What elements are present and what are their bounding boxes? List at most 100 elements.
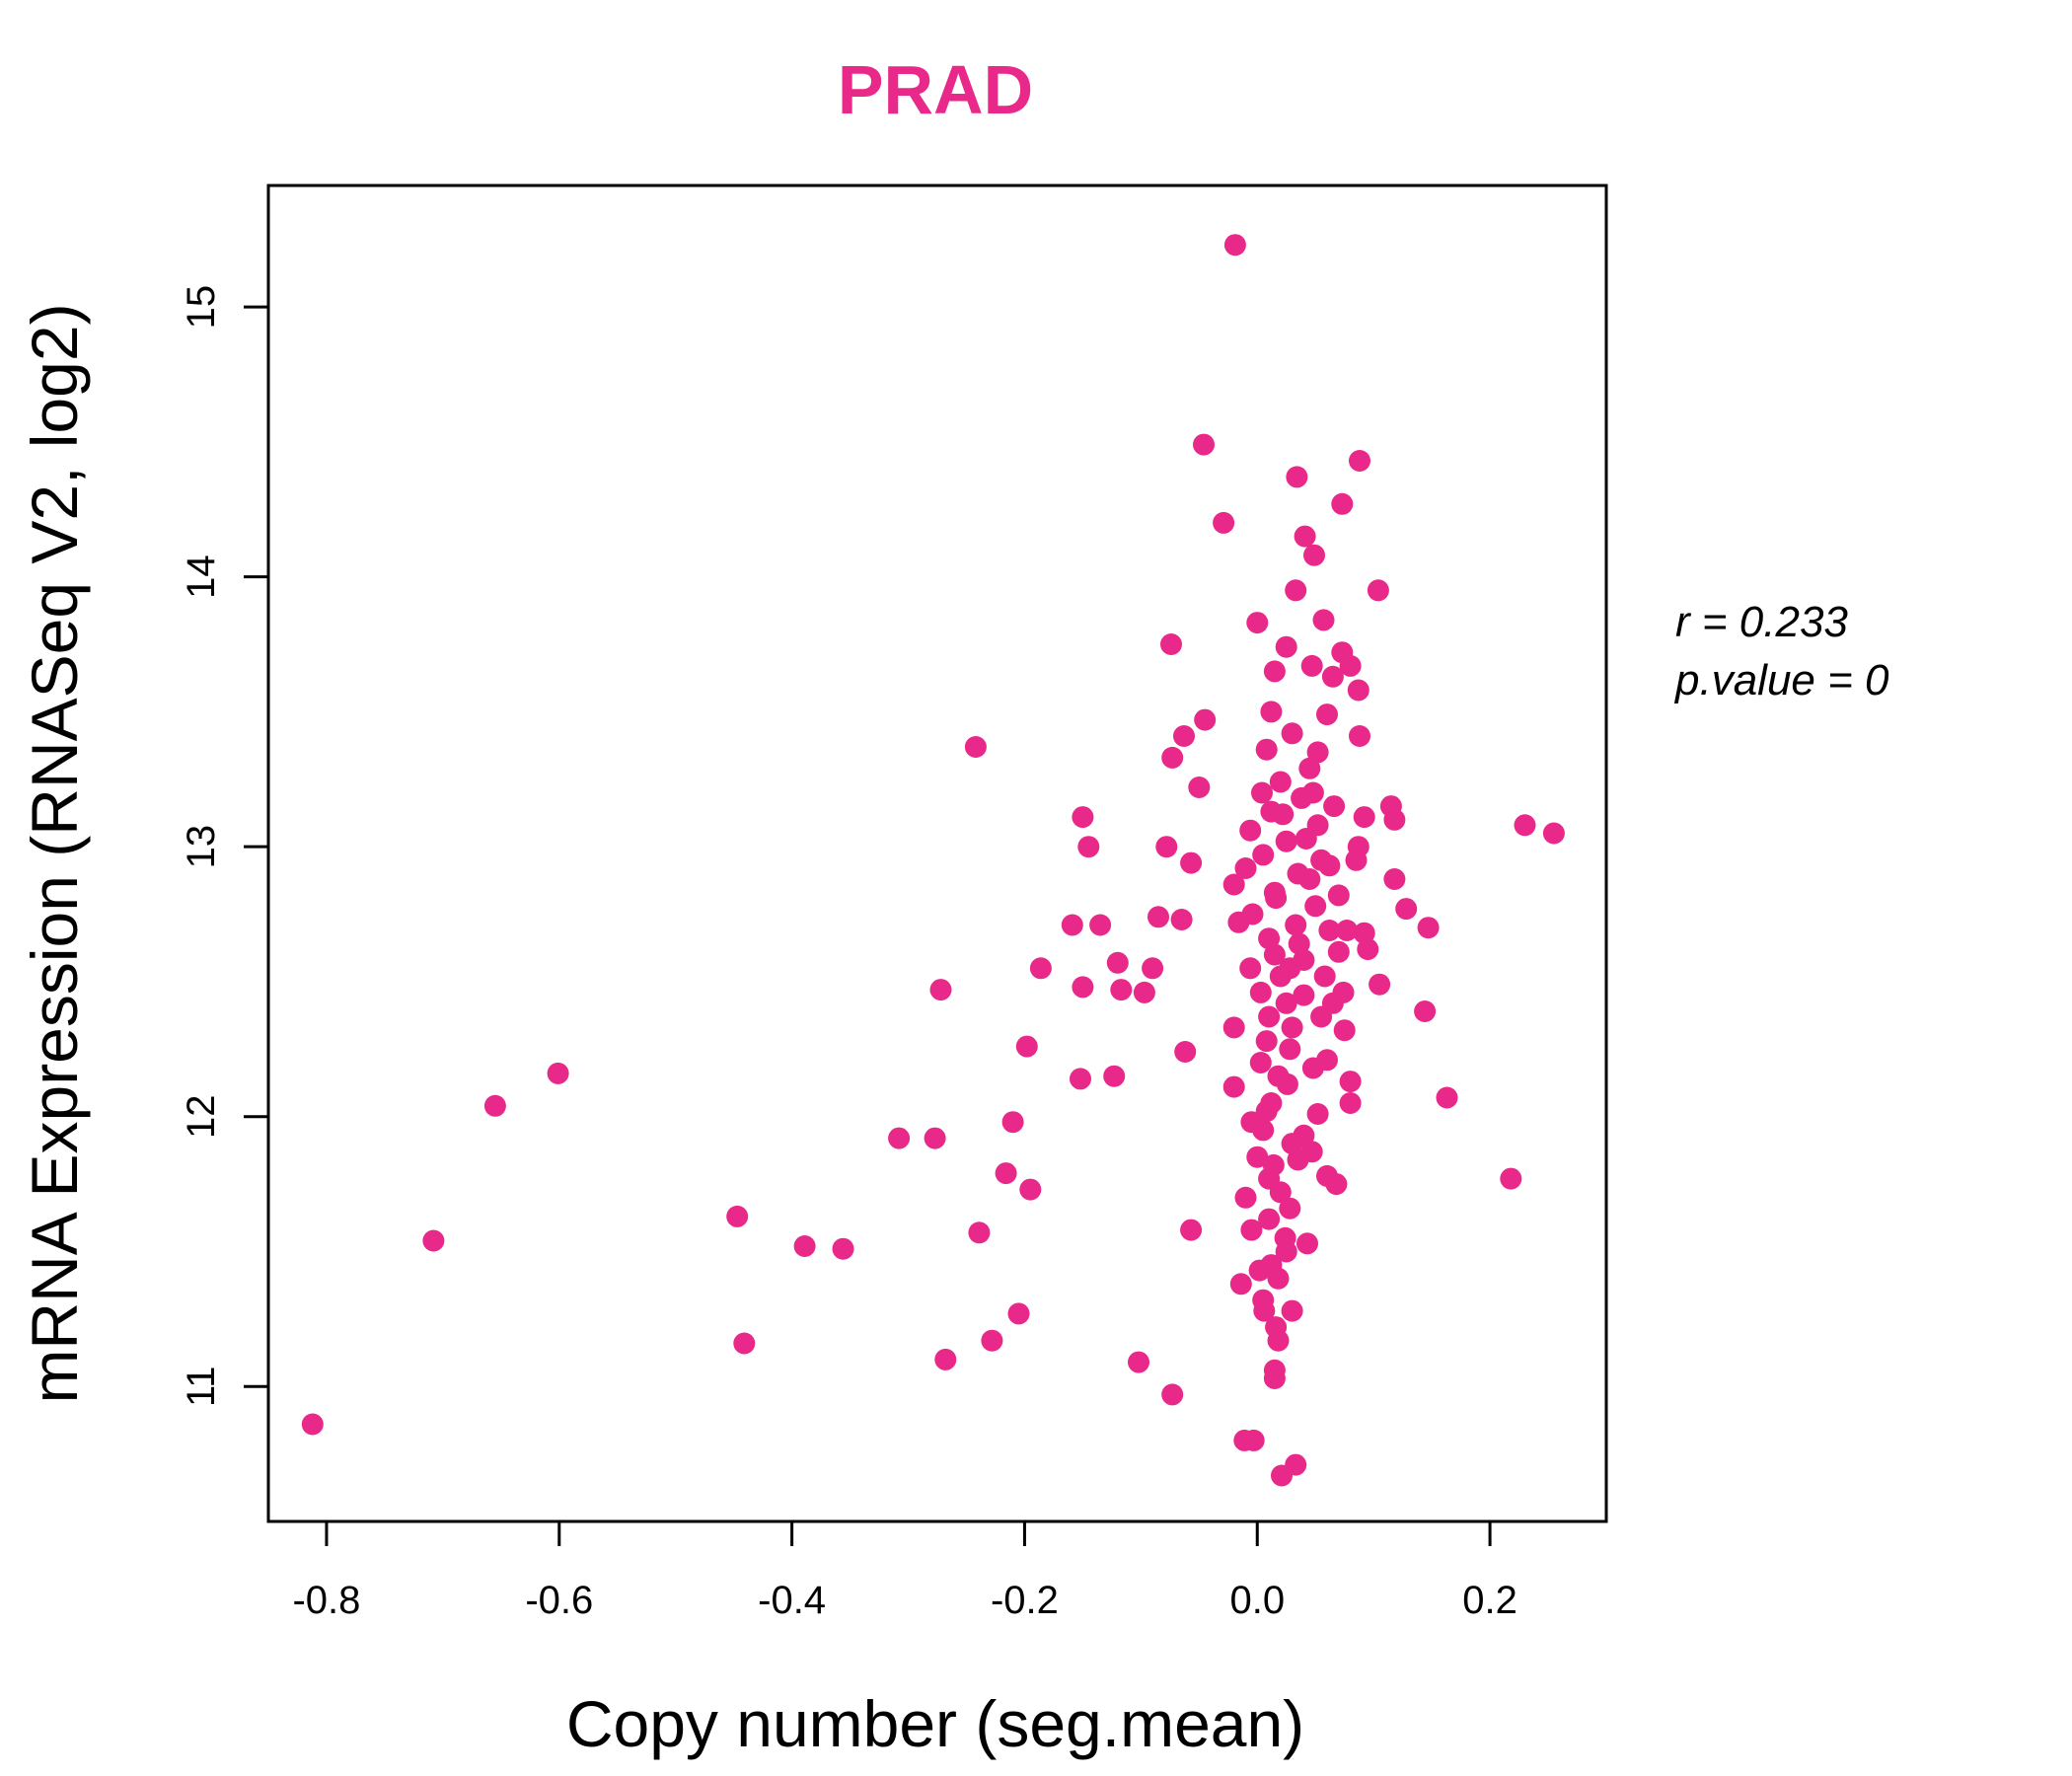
y-tick-label: 15 [180, 285, 223, 330]
x-tick-label: -0.4 [758, 1579, 826, 1622]
data-point [1240, 1219, 1263, 1241]
data-point [1070, 1068, 1091, 1090]
chart-title: PRAD [838, 51, 1033, 128]
data-point [929, 979, 952, 1001]
data-point [1255, 1030, 1278, 1053]
data-point [1222, 1016, 1245, 1039]
data-point [1339, 1092, 1362, 1114]
data-point [1349, 450, 1370, 472]
data-point [1436, 1086, 1458, 1109]
data-point [1367, 579, 1389, 602]
data-point [1234, 857, 1257, 879]
data-point [1174, 1041, 1197, 1063]
data-point [547, 1062, 569, 1084]
data-point [1251, 781, 1273, 804]
y-tick-label: 13 [180, 825, 223, 869]
data-point [1275, 830, 1297, 852]
data-point [422, 1229, 445, 1252]
x-tick-label: -0.6 [525, 1579, 593, 1622]
data-point [1347, 679, 1369, 702]
data-point [1281, 1016, 1303, 1039]
data-point [726, 1205, 749, 1227]
data-point [1333, 1019, 1356, 1042]
x-axis-title: Copy number (seg.mean) [566, 1687, 1304, 1760]
data-point [1279, 1197, 1301, 1220]
data-point [1285, 914, 1307, 936]
data-point [1316, 1049, 1338, 1072]
data-point [1001, 1111, 1024, 1134]
data-point [1395, 898, 1418, 921]
data-point [1260, 1254, 1283, 1277]
data-point [1293, 984, 1315, 1006]
data-point [1234, 1186, 1257, 1209]
data-point [1252, 844, 1275, 866]
data-point [1249, 1052, 1272, 1073]
data-point [1295, 828, 1317, 850]
data-point [1542, 822, 1565, 845]
data-point [1325, 1173, 1348, 1196]
data-point [1029, 957, 1052, 980]
data-point [968, 1221, 991, 1244]
data-point [1249, 981, 1272, 1003]
data-point [1263, 1368, 1286, 1389]
data-point [1272, 803, 1295, 826]
data-point [1281, 722, 1303, 745]
data-point [1275, 992, 1297, 1014]
data-point [1316, 703, 1338, 726]
data-point [1103, 1065, 1126, 1087]
x-tick-label: -0.2 [991, 1579, 1059, 1622]
stats-annotation: r = 0.233 p.value = 0 [1673, 598, 1889, 704]
data-point [1296, 1232, 1318, 1255]
data-point [1281, 1133, 1303, 1155]
data-point [1061, 914, 1083, 936]
data-point [1274, 1226, 1296, 1249]
data-point [1294, 525, 1316, 548]
data-point [1089, 914, 1112, 936]
data-point [1275, 635, 1297, 658]
data-point [1072, 976, 1094, 999]
data-point [1300, 1141, 1323, 1163]
data-point [1258, 1208, 1281, 1230]
x-tick-label: -0.8 [292, 1579, 360, 1622]
data-point [1417, 917, 1440, 939]
data-point [981, 1329, 1003, 1352]
data-point [1285, 579, 1307, 602]
data-point [1306, 1103, 1329, 1125]
data-point [1193, 433, 1215, 456]
data-point [1327, 940, 1350, 963]
data-point [1260, 701, 1283, 723]
data-point [1269, 771, 1292, 793]
data-point [1271, 1464, 1293, 1487]
data-point [1286, 466, 1308, 488]
data-point [1306, 741, 1329, 764]
data-point [1345, 849, 1368, 871]
data-point [1180, 1219, 1203, 1241]
data-point [1161, 746, 1184, 769]
data-point [1242, 1429, 1265, 1451]
data-point [1321, 665, 1344, 688]
p-value-annotation: p.value = 0 [1673, 656, 1889, 704]
data-point [1255, 738, 1278, 761]
data-point [1160, 633, 1182, 655]
data-point [1239, 957, 1262, 980]
data-point [934, 1348, 957, 1370]
data-point [1298, 757, 1321, 779]
data-point [1349, 725, 1370, 747]
y-axis: 11 12 13 14 15 [180, 285, 270, 1407]
data-point [1263, 943, 1286, 966]
data-point [1213, 511, 1235, 534]
data-point [1170, 909, 1193, 930]
data-point [964, 736, 987, 758]
data-point [1304, 895, 1327, 918]
data-point [1015, 1035, 1038, 1058]
data-point [1269, 1181, 1292, 1204]
data-point [1262, 1153, 1285, 1176]
data-point [1229, 1273, 1252, 1295]
data-point [1240, 1111, 1263, 1134]
data-point [1331, 492, 1354, 515]
data-point [1318, 920, 1341, 941]
data-point [1180, 851, 1203, 874]
data-point [1147, 906, 1169, 928]
data-point [733, 1332, 756, 1355]
